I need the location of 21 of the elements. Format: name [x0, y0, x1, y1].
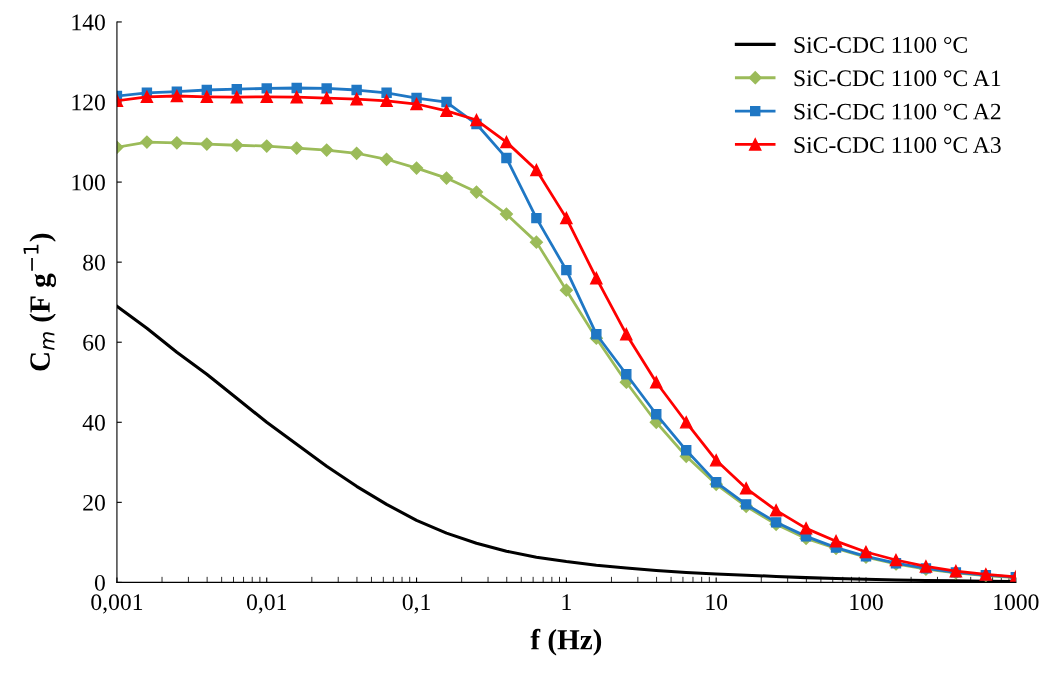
x-tick-label: 0,1 — [402, 594, 430, 614]
legend-label: SiC-CDC 1100 °C A1 — [794, 70, 1001, 87]
x-tick-label: 0,001 — [91, 594, 143, 614]
y-tick-label: 140 — [72, 14, 105, 31]
x-axis-title: f (Hz) — [530, 628, 602, 656]
x-tick-label: 10 — [706, 594, 728, 611]
y-tick-label: 120 — [72, 94, 105, 111]
y-axis-title: C$_{m}$ (F g$^{−1}$) — [23, 233, 57, 371]
y-tick-label: 0 — [94, 574, 105, 591]
y-tick-label: 100 — [72, 174, 105, 191]
legend-label: SiC-CDC 1100 °C A3 — [794, 137, 1001, 153]
legend-label: SiC-CDC 1100 °C A2 — [794, 103, 1001, 120]
y-tick-label: 60 — [83, 334, 105, 351]
legend-label: SiC-CDC 1100 °C — [794, 36, 967, 53]
x-tick-label: 100 — [850, 594, 883, 611]
y-tick-label: 80 — [83, 254, 105, 271]
y-tick-label: 40 — [82, 414, 105, 431]
x-tick-label: 1000 — [994, 594, 1039, 611]
x-tick-label: 0,01 — [246, 594, 286, 614]
x-tick-label: 1 — [562, 594, 571, 610]
y-tick-label: 20 — [83, 494, 105, 511]
